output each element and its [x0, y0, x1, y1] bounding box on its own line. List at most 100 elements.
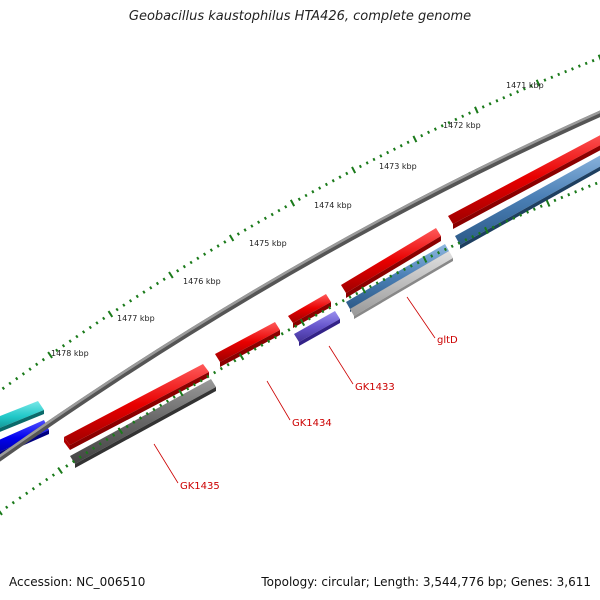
gene-label-gltd: gltD [437, 335, 458, 346]
minor-tick [553, 198, 557, 203]
major-tick [422, 255, 428, 263]
gene-label-gk1434: GK1434 [292, 418, 332, 429]
minor-tick [355, 291, 359, 296]
minor-tick [1, 386, 6, 390]
minor-tick [273, 335, 277, 340]
cds-gk1433 [294, 311, 340, 346]
minor-tick [71, 459, 76, 464]
minor-tick [145, 411, 149, 416]
minor-tick [379, 154, 383, 158]
minor-tick [464, 238, 468, 242]
minor-tick [105, 437, 109, 442]
major-tick [299, 318, 306, 327]
minor-tick [138, 416, 143, 420]
minor-tick [216, 244, 220, 248]
minor-tick [454, 117, 458, 122]
minor-tick [491, 225, 495, 229]
minor-tick [68, 339, 72, 343]
minor-tick [192, 382, 196, 387]
kbp-label: 1472 kbp [443, 121, 481, 130]
minor-tick [260, 343, 264, 347]
minor-tick [420, 133, 424, 138]
major-tick [178, 389, 184, 397]
minor-tick [358, 164, 362, 169]
major-tick [535, 79, 541, 87]
minor-tick [574, 190, 578, 194]
major-tick [412, 135, 418, 143]
minor-tick [122, 303, 126, 307]
minor-tick [233, 358, 237, 363]
minor-tick [577, 64, 581, 68]
minor-tick [560, 195, 564, 200]
major-tick [238, 353, 245, 361]
minor-tick [18, 496, 22, 500]
minor-tick [88, 325, 92, 330]
minor-tick [155, 281, 160, 286]
minor-tick [149, 286, 153, 290]
major-tick [57, 467, 63, 474]
minor-tick [135, 294, 139, 299]
minor-tick [382, 277, 386, 282]
minor-tick [468, 111, 472, 115]
minor-tick [539, 204, 543, 208]
minor-tick [152, 407, 156, 412]
minor-tick [447, 120, 451, 125]
genome-title: Geobacillus kaustophilus HTA426, complet… [128, 9, 472, 24]
minor-tick [189, 260, 193, 265]
major-tick [545, 199, 551, 207]
major-tick [289, 199, 296, 207]
minor-tick [165, 399, 170, 403]
minor-tick [35, 362, 39, 367]
minor-tick [236, 232, 240, 236]
minor-tick [78, 455, 82, 459]
minor-tick [567, 193, 571, 197]
gene-label-gk1435: GK1435 [180, 481, 220, 492]
kbp-label: 1478 kbp [51, 349, 89, 358]
minor-tick [65, 464, 69, 468]
minor-tick [321, 309, 325, 314]
minor-tick [199, 378, 203, 383]
minor-tick [132, 420, 136, 424]
major-tick [47, 351, 53, 359]
minor-tick [372, 157, 376, 162]
minor-tick [505, 219, 509, 223]
minor-tick [267, 339, 271, 344]
cds-forward-4 [341, 228, 441, 298]
minor-tick [51, 473, 56, 477]
minor-tick [115, 307, 119, 312]
major-tick [351, 166, 357, 174]
minor-tick [176, 269, 180, 273]
minor-tick [243, 228, 247, 232]
minor-tick [277, 208, 281, 213]
minor-tick [478, 231, 482, 236]
major-tick [484, 226, 489, 235]
kbp-labels: 1471 kbp 1472 kbp 1473 kbp 1474 kbp 1475… [51, 81, 544, 358]
minor-tick [128, 299, 133, 303]
kbp-label: 1477 kbp [117, 314, 155, 323]
minor-tick [159, 403, 163, 408]
minor-tick [250, 224, 254, 228]
minor-tick [209, 248, 213, 252]
minor-tick [526, 210, 530, 214]
minor-tick [318, 186, 322, 190]
minor-tick [8, 381, 12, 386]
minor-tick [328, 306, 332, 310]
forward-cds-track [64, 135, 600, 450]
minor-tick [450, 244, 454, 248]
minor-tick [98, 442, 102, 446]
minor-tick [532, 207, 536, 211]
genome-backbone [0, 110, 600, 462]
minor-tick [226, 362, 230, 367]
accession-text: Accession: NC_006510 [9, 575, 146, 589]
minor-tick [280, 332, 284, 336]
gene-leaders [153, 296, 436, 484]
minor-tick [270, 212, 274, 217]
kbp-label: 1476 kbp [183, 277, 221, 286]
major-tick [168, 271, 174, 279]
minor-tick [461, 114, 465, 118]
minor-tick [11, 500, 15, 505]
kbp-label: 1475 kbp [249, 239, 287, 248]
minor-tick [85, 450, 89, 455]
minor-tick [102, 316, 106, 321]
minor-tick [406, 140, 410, 145]
